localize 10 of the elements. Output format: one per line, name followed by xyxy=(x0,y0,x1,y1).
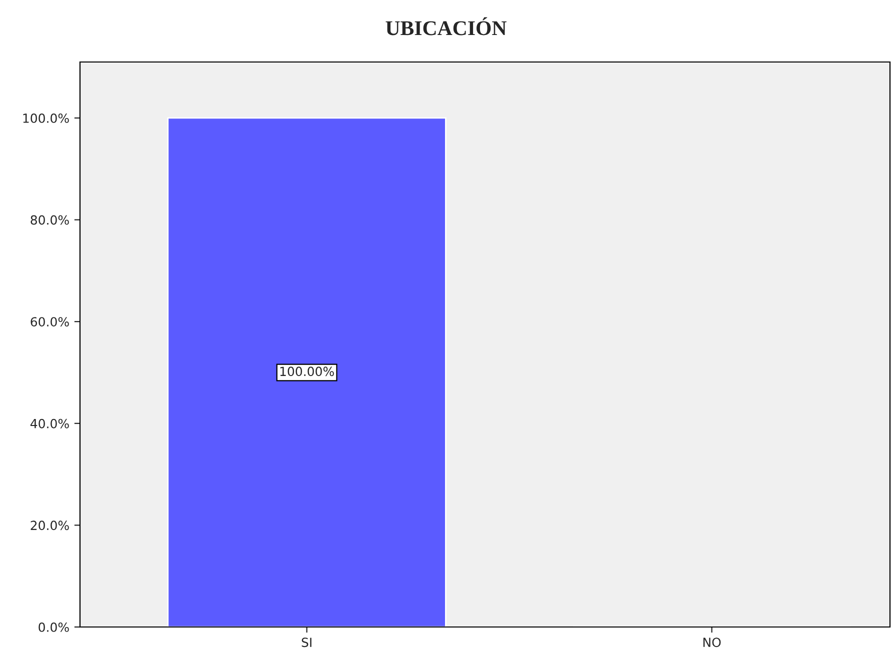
y-tick-label: 40.0% xyxy=(30,418,69,428)
x-tick-label: NO xyxy=(703,638,721,648)
y-tick-label: 60.0% xyxy=(30,317,69,327)
y-tick-label: 0.0% xyxy=(38,622,69,632)
x-tick-label: SI xyxy=(302,638,312,648)
y-tick-label: 100.0% xyxy=(23,113,69,123)
chart-title: UBICACIÓN xyxy=(386,17,506,36)
data-label: 100.00% xyxy=(280,366,334,376)
y-tick-label: 80.0% xyxy=(30,215,69,225)
y-tick-label: 20.0% xyxy=(30,520,69,530)
